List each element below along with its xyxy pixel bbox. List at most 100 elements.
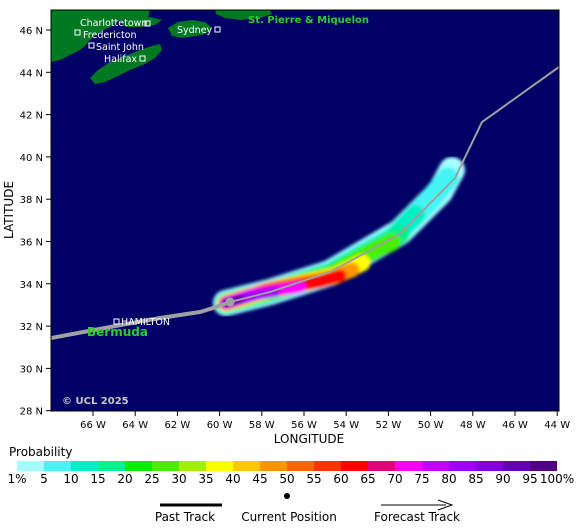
legend-label: 45 xyxy=(252,472,268,486)
legend-swatch xyxy=(17,461,44,471)
lat-tick-label: 32 N xyxy=(20,322,43,333)
land-mainland xyxy=(51,10,150,62)
ocean-area xyxy=(51,10,559,411)
lat-tick-label: 38 N xyxy=(20,195,43,206)
current-position-label: Current Position xyxy=(241,510,337,524)
lon-tick-label: 46 W xyxy=(502,420,528,431)
halifax-label: Halifax xyxy=(104,54,137,65)
legend-label: 15 xyxy=(90,472,106,486)
legend-swatch xyxy=(71,461,98,471)
lat-tick-label: 30 N xyxy=(20,364,43,375)
current-position-symbol xyxy=(284,493,290,499)
legend-label: 80 xyxy=(441,472,457,486)
legend-label: 75 xyxy=(414,472,430,486)
lat-tick-label: 40 N xyxy=(20,153,43,164)
legend-label: 1% xyxy=(7,472,27,486)
lon-tick-label: 44 W xyxy=(544,420,570,431)
legend-swatch xyxy=(341,461,368,471)
y-axis-title: LATITUDE xyxy=(2,181,16,239)
legend-swatch xyxy=(206,461,233,471)
legend-labels: 1% 5 10 15 20 25 30 35 40 45 50 55 60 65 70 75 80 85 90 95 1… xyxy=(0,472,580,488)
latitude-ticks: 46 N 44 N 42 N 40 N 38 N 36 N 34 N 32 N 30 N 28 N xyxy=(20,26,51,418)
track-key xyxy=(0,488,580,532)
land-nova-scotia xyxy=(90,44,162,84)
hamilton-label: HAMILTON xyxy=(121,317,170,328)
lat-tick-label: 28 N xyxy=(20,407,43,418)
plot-frame xyxy=(50,9,560,412)
saint-john-marker xyxy=(88,42,95,49)
legend-label: 90 xyxy=(495,472,511,486)
lon-tick-label: 58 W xyxy=(249,420,275,431)
legend-label: 30 xyxy=(171,472,187,486)
legend-swatch xyxy=(233,461,260,471)
legend-swatch xyxy=(179,461,206,471)
current-position-marker xyxy=(225,297,235,307)
land-cape-breton xyxy=(168,20,212,38)
legend-swatch xyxy=(449,461,476,471)
legend-swatch xyxy=(44,461,71,471)
past-track-label: Past Track xyxy=(154,510,216,524)
forecast-arrow-icon xyxy=(437,499,454,511)
legend-swatch xyxy=(530,461,557,471)
forecast-track-line xyxy=(229,66,559,303)
past-track-line xyxy=(51,300,231,340)
saint-john-label: Saint John xyxy=(96,42,144,53)
legend-swatch xyxy=(476,461,503,471)
fredericton-label: Fredericton xyxy=(83,30,137,41)
st-pierre-label: St. Pierre & Miquelon xyxy=(248,15,369,26)
legend-label: 85 xyxy=(468,472,484,486)
lon-tick-label: 52 W xyxy=(376,420,402,431)
legend-label: 50 xyxy=(279,472,295,486)
lon-tick-label: 60 W xyxy=(207,420,233,431)
legend-swatch xyxy=(314,461,341,471)
lat-tick-label: 46 N xyxy=(20,26,43,37)
charlottetown-marker xyxy=(144,20,151,27)
bermuda-label: Bermuda xyxy=(87,325,148,339)
legend-label: 25 xyxy=(144,472,160,486)
lon-tick-label: 66 W xyxy=(80,420,106,431)
lon-tick-label: 50 W xyxy=(418,420,444,431)
legend-title: Probability xyxy=(9,445,73,459)
land-newfoundland xyxy=(215,10,272,20)
lat-tick-label: 42 N xyxy=(20,111,43,122)
charlottetown-label: Charlottetown xyxy=(80,18,147,29)
copyright-text: © UCL 2025 xyxy=(62,396,129,407)
legend-label: 55 xyxy=(306,472,322,486)
longitude-ticks: 66 W 64 W 62 W 60 W 58 W 56 W 54 W 52 W 50 W 48 W… xyxy=(80,411,570,431)
legend-label: 65 xyxy=(360,472,376,486)
legend-swatch xyxy=(260,461,287,471)
legend-swatch xyxy=(98,461,125,471)
legend-label: 60 xyxy=(333,472,349,486)
legend-label: 40 xyxy=(225,472,241,486)
lon-tick-label: 56 W xyxy=(291,420,317,431)
legend-label: 95 xyxy=(522,472,538,486)
legend-label: 100% xyxy=(539,472,575,486)
legend-color-bar xyxy=(17,461,557,471)
legend-label: 20 xyxy=(117,472,133,486)
hamilton-marker xyxy=(113,318,120,325)
legend-label: 5 xyxy=(40,472,48,486)
legend-label: 70 xyxy=(387,472,403,486)
legend-label: 35 xyxy=(198,472,214,486)
lat-tick-label: 34 N xyxy=(20,280,43,291)
lon-tick-label: 62 W xyxy=(165,420,191,431)
legend-swatch xyxy=(503,461,530,471)
forecast-track-label: Forecast Track xyxy=(374,510,460,524)
lon-tick-label: 64 W xyxy=(122,420,148,431)
legend-swatch xyxy=(395,461,422,471)
lon-tick-label: 54 W xyxy=(333,420,359,431)
legend-label: 10 xyxy=(63,472,79,486)
x-axis-title: LONGITUDE xyxy=(274,432,344,446)
sydney-label: Sydney xyxy=(177,25,213,36)
lat-tick-label: 44 N xyxy=(20,68,43,79)
legend-swatch xyxy=(125,461,152,471)
legend-swatch xyxy=(368,461,395,471)
legend-swatch xyxy=(152,461,179,471)
halifax-marker xyxy=(139,55,146,62)
sydney-marker xyxy=(214,26,221,33)
fredericton-marker xyxy=(74,29,81,36)
lat-tick-label: 36 N xyxy=(20,238,43,249)
land-pei xyxy=(120,17,162,27)
legend-swatch xyxy=(287,461,314,471)
